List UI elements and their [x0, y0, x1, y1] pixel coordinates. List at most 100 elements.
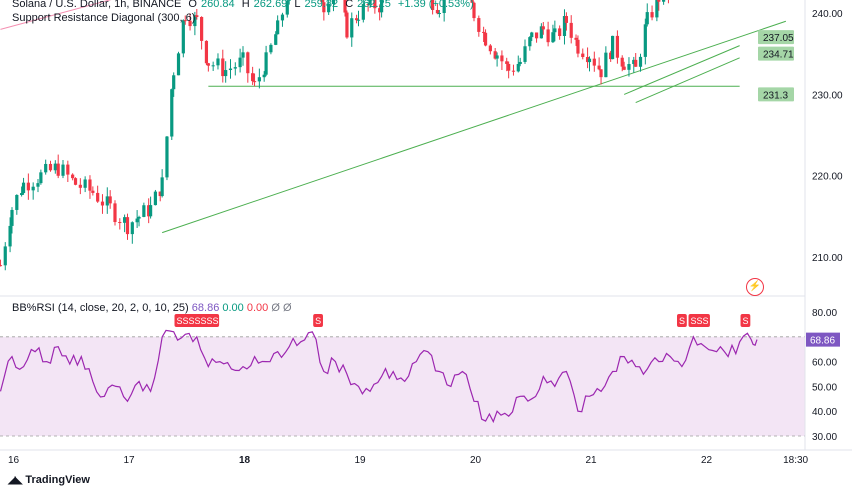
candle-body: [258, 77, 261, 81]
candle-body: [655, 0, 658, 17]
candle-body: [149, 205, 152, 216]
candle-body: [350, 18, 353, 37]
candle-body: [207, 63, 210, 65]
candle-body: [576, 40, 579, 54]
rsi-title: BB%RSI (14, close, 20, 2, 0, 10, 25): [12, 302, 189, 314]
candle-body: [477, 18, 480, 32]
candle-body: [507, 64, 510, 71]
candle-body: [512, 71, 515, 72]
candle-body: [96, 193, 99, 202]
rsi-signal-label: S: [315, 316, 321, 326]
candle-body: [126, 217, 129, 234]
candle-body: [239, 58, 242, 68]
candle-body: [588, 59, 591, 62]
candle-body: [251, 73, 254, 81]
candle-body: [177, 53, 180, 75]
candle-body: [274, 34, 277, 45]
candle-body: [357, 20, 360, 21]
open-label: O: [188, 0, 197, 10]
low-label: L: [294, 0, 300, 10]
candle-body: [570, 23, 573, 38]
candle-body: [482, 32, 485, 33]
candle-body: [79, 185, 82, 188]
tradingview-logo[interactable]: ◢◣ TradingView: [8, 474, 90, 486]
candle-body: [8, 226, 11, 246]
rsi-signal-label: SSSSSSS: [177, 316, 219, 326]
candle-body: [623, 67, 626, 70]
price-tick-label: 230.00: [812, 90, 843, 101]
candle-body: [36, 183, 39, 187]
time-tick-label: 18: [239, 455, 251, 466]
candle-body: [234, 67, 237, 68]
low-value: 259.82: [305, 0, 339, 10]
candle-body: [131, 222, 134, 234]
lightning-icon[interactable]: ⚡: [746, 278, 764, 296]
rsi-legend[interactable]: BB%RSI (14, close, 20, 2, 0, 10, 25) 68.…: [12, 302, 292, 314]
candle-body: [565, 16, 568, 23]
candle-body: [15, 195, 18, 210]
candle-body: [438, 13, 441, 14]
support-label-3: 234.71: [763, 50, 794, 61]
rsi-tick-label: 40.00: [812, 407, 837, 418]
candle-body: [574, 38, 577, 40]
support-trendline: [636, 58, 740, 103]
price-tick-label: 210.00: [812, 253, 843, 264]
candle-body: [551, 32, 554, 42]
candle-body: [604, 53, 607, 78]
candle-body: [224, 70, 227, 76]
price-tick-label: 220.00: [812, 172, 843, 183]
candle-body: [172, 75, 175, 89]
candle-body: [657, 0, 660, 2]
candle-body: [101, 202, 104, 206]
candle-body: [505, 61, 508, 64]
candle-body: [136, 219, 139, 223]
high-value: 262.69: [254, 0, 288, 10]
candle-body: [54, 164, 57, 171]
candle-body: [646, 12, 649, 24]
candle-body: [598, 66, 601, 70]
rsi-current-tag: 68.86: [810, 336, 835, 347]
candle-body: [611, 36, 614, 59]
candle-body: [71, 175, 74, 179]
indicator-legend[interactable]: Support Resistance Diagonal (300, 6): [12, 12, 199, 25]
candle-body: [165, 137, 168, 178]
candle-body: [113, 203, 116, 222]
indicator-title: Support Resistance Diagonal (300, 6): [12, 12, 195, 24]
candle-body: [106, 196, 109, 205]
candle-body: [253, 81, 256, 82]
candle-body: [644, 24, 647, 57]
candle-body: [4, 246, 7, 265]
price-chart: 210.00220.00230.00240.00250.00260.00270.…: [0, 0, 846, 270]
time-tick-label: 20: [470, 455, 482, 466]
time-tick-label: 22: [701, 455, 713, 466]
candle-body: [10, 210, 13, 226]
candle-body: [500, 55, 503, 61]
candle-body: [265, 52, 268, 74]
candle-body: [170, 89, 173, 136]
candle-body: [109, 196, 112, 203]
close-label: C: [345, 0, 353, 10]
candle-body: [22, 183, 25, 193]
candle-body: [88, 179, 91, 190]
candle-body: [650, 12, 653, 17]
candle-body: [216, 58, 219, 65]
candle-body: [535, 32, 538, 38]
rsi-hidden-values: Ø Ø: [271, 302, 291, 314]
time-tick-label: 18:30: [783, 455, 808, 466]
candle-body: [61, 165, 64, 176]
candle-body: [489, 46, 492, 52]
candle-body: [484, 33, 487, 46]
high-label: H: [242, 0, 250, 10]
rsi-tick-label: 80.00: [812, 308, 837, 319]
close-value: 262.25: [357, 0, 391, 10]
candle-body: [542, 26, 545, 29]
candle-body: [553, 28, 556, 32]
candle-body: [599, 69, 602, 77]
candle-body: [616, 36, 619, 58]
candle-body: [547, 29, 550, 42]
candle-body: [269, 45, 272, 52]
rsi-value-2: 0.00: [222, 302, 243, 314]
